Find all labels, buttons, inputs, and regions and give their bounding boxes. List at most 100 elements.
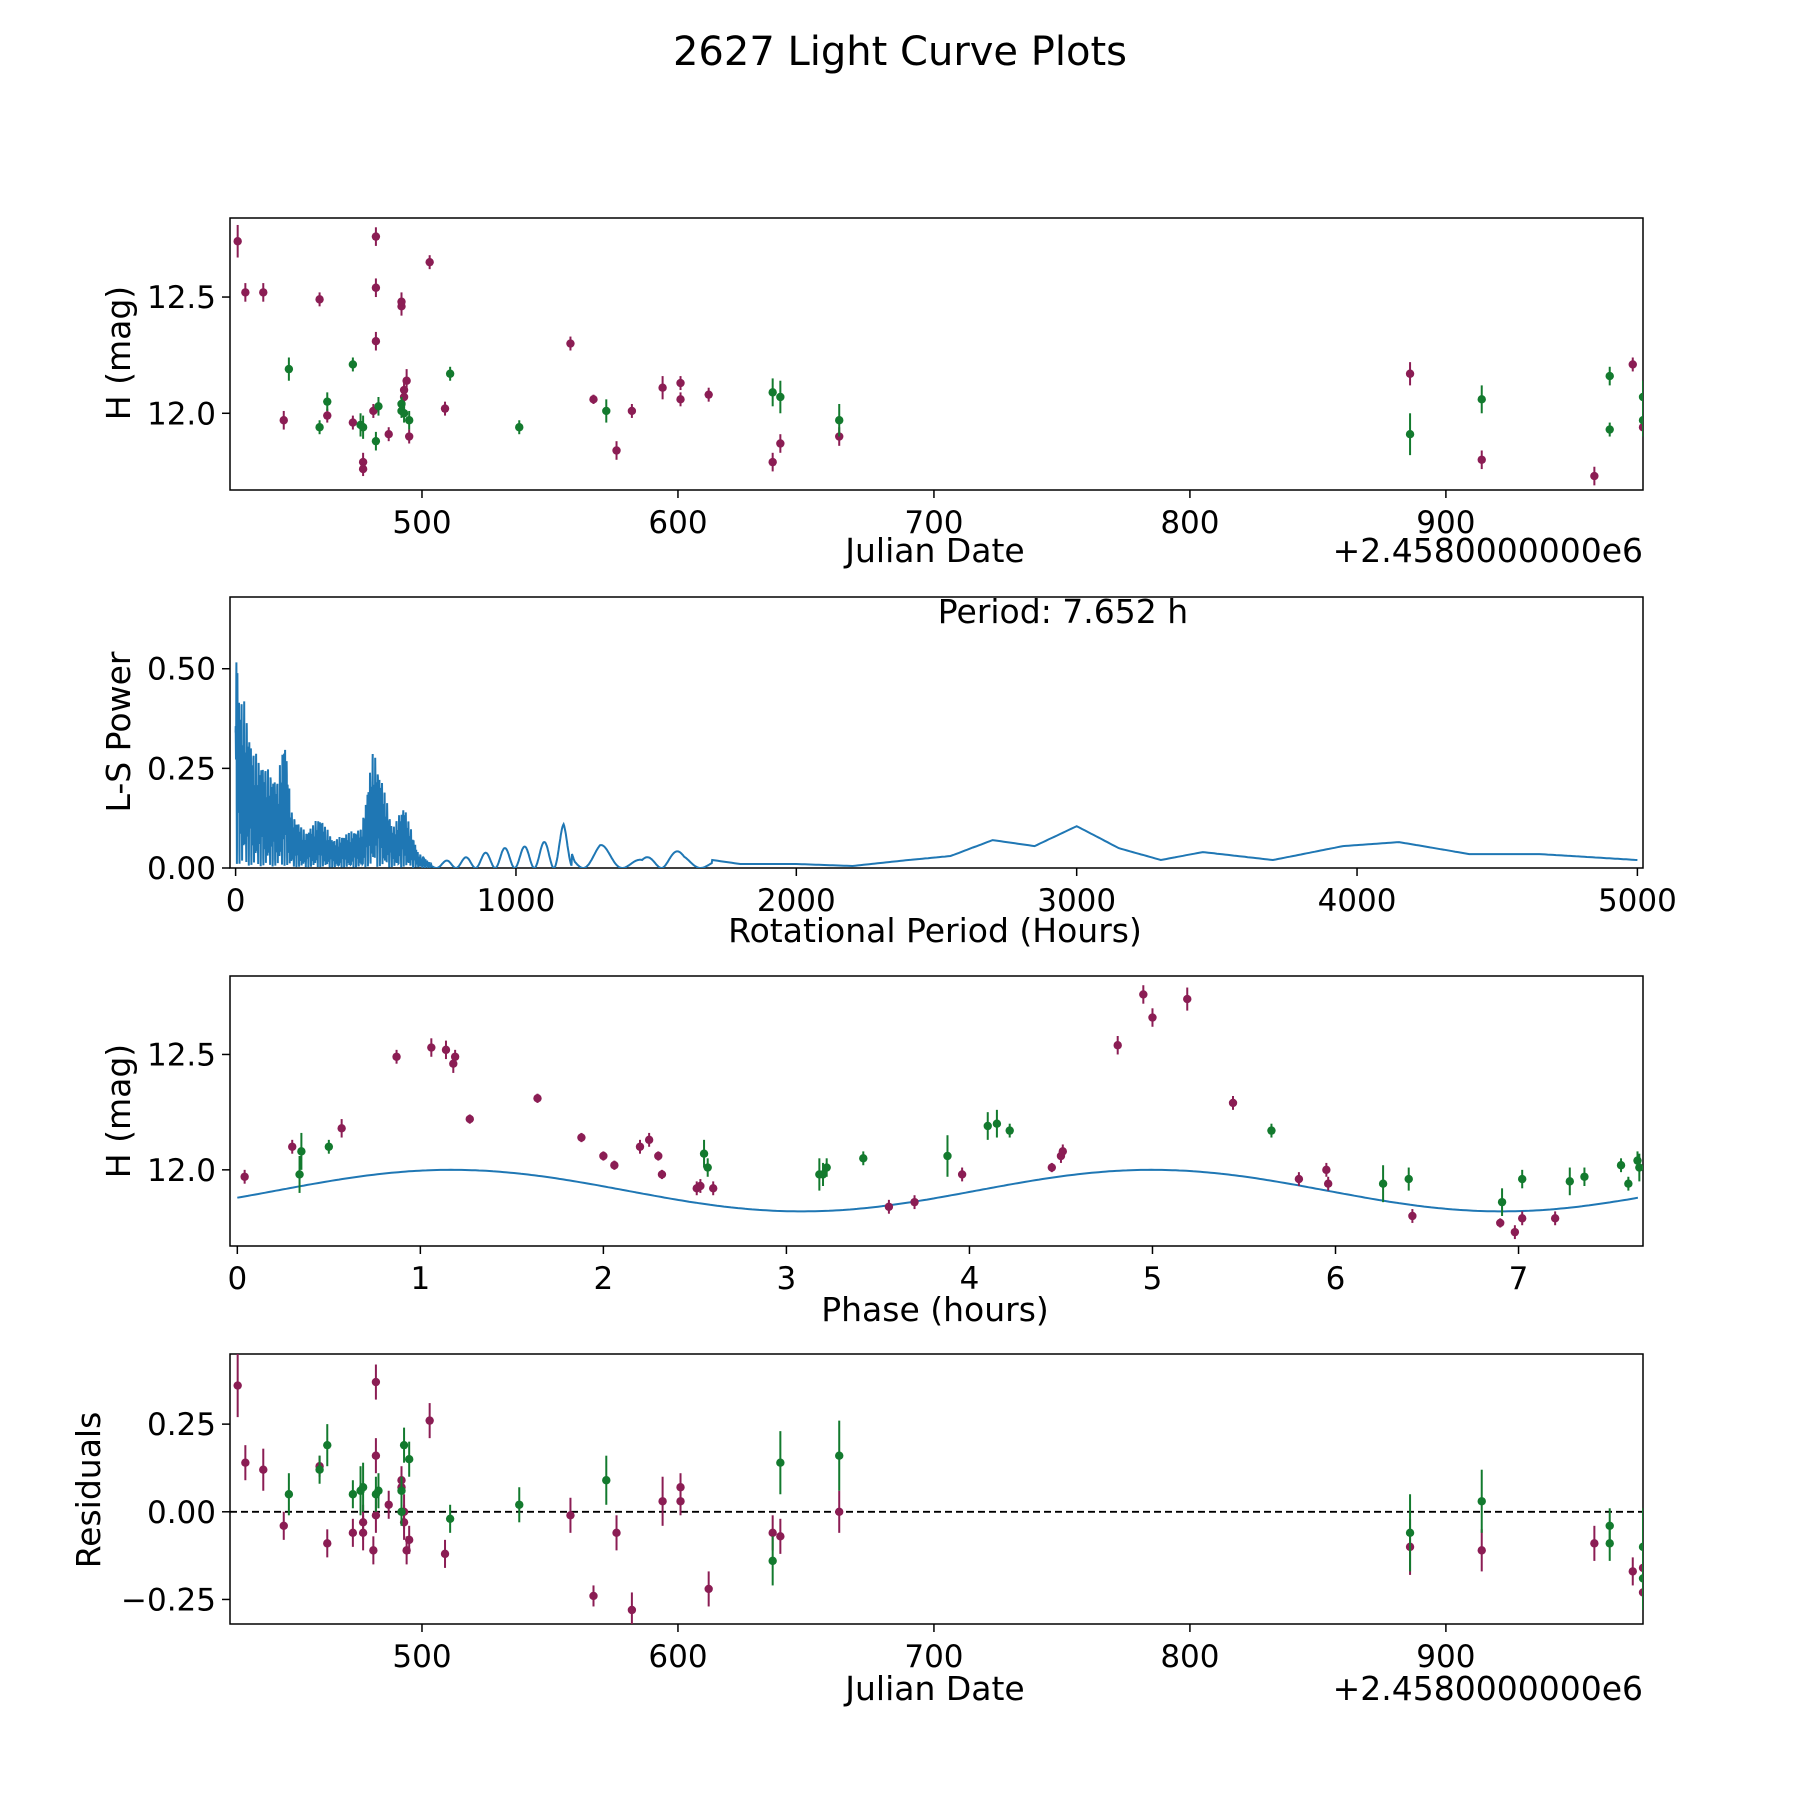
lightcurve-green-point [315,423,324,432]
residuals-red-point [658,1497,667,1506]
phased-green-point [818,1170,828,1179]
residuals-green-point [397,1486,406,1495]
periodogram-x-tick-label: 4000 [1318,883,1397,919]
periodogram-x-tick-label: 2000 [757,883,836,919]
period-annotation: Period: 7.652 h [938,592,1188,631]
lightcurve-red-point [404,432,414,441]
phased-green-point [1497,1197,1507,1207]
periodogram-power-line [234,662,1638,868]
phased-red-point [450,1052,460,1061]
phased-green-point [1635,1163,1643,1172]
residuals-green-point [397,1507,406,1516]
residuals-red-point [612,1528,621,1538]
lightcurve-green-point [374,402,383,411]
lightcurve-green-point [515,423,524,432]
periodogram-x-tick-label: 1000 [477,883,556,919]
residuals-red-point [1477,1546,1486,1555]
phased-green-point [324,1142,334,1151]
phased-points [240,985,1643,1240]
lightcurve-red-point [1638,423,1643,432]
residuals-red-point [233,1381,242,1390]
phased-red-point [635,1142,645,1151]
lightcurve-y-tick-label: 12.0 [147,396,216,432]
periodogram-x-tick-label: 5000 [1598,883,1677,919]
lightcurve-green-point [768,388,777,397]
residuals-y-tick-label: −0.25 [121,1582,216,1618]
phased-x-tick-label: 2 [594,1261,614,1297]
phased-frame [229,975,1644,1247]
residuals-green-point [399,1440,409,1450]
lightcurve-green-point [602,406,611,416]
phased-red-point [644,1135,654,1145]
phased-red-point [427,1043,436,1052]
residuals-green-point [515,1500,524,1509]
residuals-x-tick-label: 800 [1160,1639,1219,1675]
lightcurve-red-point [279,416,288,425]
lightcurve-red-point [315,295,324,304]
phased-red-point [1550,1214,1560,1223]
lightcurve-red-point [676,378,685,388]
phased-red-point [610,1161,619,1170]
residuals-green-point [358,1483,368,1492]
lightcurve-red-point [241,288,250,297]
phased-x-tick-label: 1 [410,1261,430,1297]
residuals-red-point [776,1532,785,1541]
residuals-green-point [404,1454,414,1464]
residuals-green-point [1605,1539,1614,1548]
periodogram-frame [229,596,1644,869]
residuals-points [233,1354,1643,1624]
phased-green-point [297,1147,306,1156]
residuals-red-point [259,1465,268,1474]
phased-green-point [943,1151,952,1161]
lightcurve-red-point [358,464,368,474]
residuals-x-tick-label: 900 [1416,1639,1475,1675]
phased-x-tick-label: 0 [227,1261,247,1297]
phased-red-point [910,1197,919,1207]
residuals-red-point [440,1549,450,1559]
residuals-green-point [315,1465,324,1474]
periodogram-y-tick-label: 0.25 [147,751,216,787]
lightcurve-green-point [1477,395,1486,404]
lightcurve-red-point [704,390,713,399]
periodogram-panel: Rotational Period (Hours) L-S Power Peri… [99,592,1677,950]
residuals-frame [229,1353,1644,1625]
residuals-green-point [768,1556,777,1566]
phased-red-point [1228,1098,1238,1108]
lightcurve-red-point [1628,360,1637,369]
phased-red-point [577,1133,586,1142]
phased-red-point [1139,990,1148,999]
residuals-green-point [1405,1528,1415,1538]
phased-green-point [1378,1179,1388,1188]
phased-red-point [1294,1174,1304,1184]
lightcurve-red-point [627,406,637,416]
lightcurve-red-point [440,404,450,413]
residuals-green-point [348,1490,358,1499]
periodogram-y-tick-label: 0.00 [147,851,216,887]
lightcurve-red-point [676,395,685,404]
residuals-red-point [323,1539,332,1548]
phased-red-point [1058,1147,1067,1156]
phased-y-tick-label: 12.0 [147,1153,216,1189]
lightcurve-green-point [284,364,294,374]
residuals-red-point [566,1511,575,1520]
residuals-green-point [1638,1574,1643,1583]
residuals-red-point [358,1518,368,1527]
phased-red-point [465,1114,474,1124]
residuals-red-point [279,1521,288,1531]
residuals-red-point [704,1584,713,1594]
phased-red-point [657,1170,667,1179]
phased-red-point [654,1151,663,1161]
phased-green-point [1624,1179,1633,1188]
residuals-green-point [1477,1497,1486,1506]
lightcurve-red-point [233,237,242,246]
phased-x-label: Phase (hours) [821,1290,1049,1329]
lightcurve-red-point [358,457,368,467]
residuals-red-point [1638,1588,1643,1597]
lightcurve-green-point [776,392,785,402]
lightcurve-red-point [323,411,332,420]
phased-y-tick-label: 12.5 [147,1037,216,1073]
figure-title: 2627 Light Curve Plots [673,29,1127,75]
lightcurve-points [233,224,1643,486]
lightcurve-x-tick-label: 800 [1160,505,1219,541]
